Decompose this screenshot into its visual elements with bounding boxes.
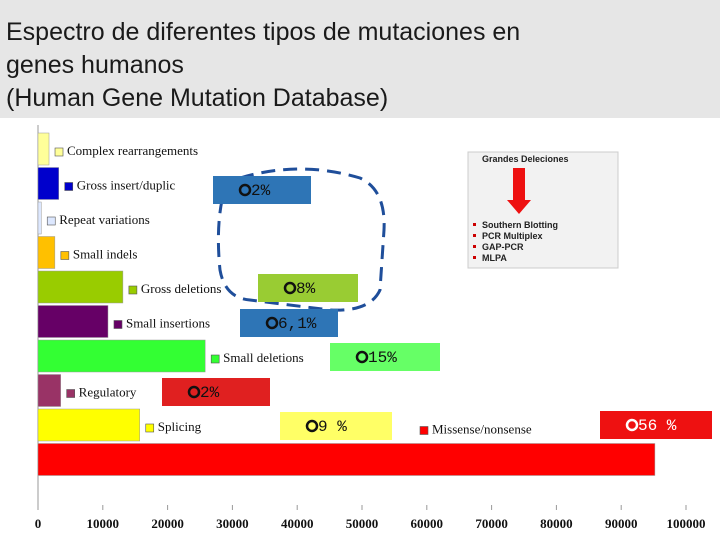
bar	[37, 374, 61, 407]
title-line: (Human Gene Mutation Database)	[6, 84, 388, 112]
category-label: Complex rearrangements	[67, 143, 198, 158]
inset-box	[467, 151, 619, 269]
inset-bullet	[473, 223, 476, 226]
annotation-icon	[238, 183, 252, 197]
category-label: Gross deletions	[141, 281, 222, 296]
category-label: Repeat variations	[59, 212, 150, 227]
category-label: Splicing	[158, 419, 202, 434]
x-tick-label: 10000	[87, 516, 120, 531]
annotation-icon	[265, 316, 279, 330]
x-tick-label: 60000	[411, 516, 444, 531]
title-line: Espectro de diferentes tipos de mutacion…	[6, 18, 520, 46]
annotation-icon	[305, 419, 319, 433]
annotation-box	[213, 176, 311, 204]
inset-title: Grandes Deleciones	[482, 154, 569, 164]
bar	[37, 167, 59, 200]
x-tick-label: 50000	[346, 516, 379, 531]
legend-swatch	[128, 285, 138, 295]
inset-item: PCR Multiplex	[482, 231, 543, 241]
x-tick-label: 30000	[216, 516, 249, 531]
category-label: Missense/nonsense	[432, 421, 532, 436]
x-tick-label: 100000	[667, 516, 706, 531]
bar	[37, 270, 124, 304]
annotation-box	[162, 378, 270, 406]
legend-swatch	[46, 216, 56, 226]
legend-swatch	[113, 320, 123, 329]
inset-arrow	[507, 168, 531, 214]
legend-swatch	[419, 426, 429, 435]
annotation-box	[240, 309, 338, 337]
annotation-icon	[355, 350, 369, 364]
x-tick-label: 80000	[540, 516, 573, 531]
bar	[37, 339, 206, 373]
annotation-label: 2%	[251, 182, 271, 200]
annotation-label: 9 %	[318, 418, 347, 436]
x-tick-label: 70000	[475, 516, 508, 531]
annotation-box	[258, 274, 358, 302]
category-label: Regulatory	[79, 384, 137, 399]
legend-swatch	[210, 354, 220, 364]
bar	[37, 132, 50, 166]
x-tick-label: 0	[35, 516, 42, 531]
annotation-icon	[283, 281, 297, 295]
annotation-box	[600, 411, 712, 439]
x-tick-label: 40000	[281, 516, 314, 531]
inset-bullet	[473, 234, 476, 237]
legend-swatch	[64, 182, 74, 191]
annotation-icon	[625, 418, 639, 432]
bar	[37, 408, 140, 442]
annotation-label: 2%	[200, 384, 220, 402]
bar	[37, 443, 656, 476]
inset-bullet	[473, 256, 476, 259]
annotation-box	[280, 412, 392, 440]
annotation-icon	[187, 385, 201, 399]
category-label: Gross insert/duplic	[77, 177, 176, 192]
annotation-label: 15%	[368, 349, 397, 367]
title-band	[0, 0, 720, 118]
bar	[37, 236, 56, 269]
title-line: genes humanos	[6, 51, 184, 79]
inset-item: GAP-PCR	[482, 242, 524, 252]
bar	[37, 201, 42, 235]
inset-item: Southern Blotting	[482, 220, 558, 230]
x-tick-label: 90000	[605, 516, 638, 531]
inset-bullet	[473, 245, 476, 248]
inset-item: MLPA	[482, 253, 507, 263]
annotation-box	[330, 343, 440, 371]
annotation-label: 6,1%	[278, 315, 317, 333]
legend-swatch	[145, 423, 155, 433]
category-label: Small indels	[73, 246, 138, 261]
x-tick-label: 20000	[151, 516, 184, 531]
annotation-label: 8%	[296, 280, 316, 298]
bar	[37, 305, 109, 338]
legend-swatch	[60, 251, 70, 260]
category-label: Small insertions	[126, 315, 210, 330]
legend-swatch	[54, 147, 64, 157]
legend-swatch	[66, 389, 75, 398]
category-label: Small deletions	[223, 350, 304, 365]
annotation-label: 56 %	[638, 417, 677, 435]
